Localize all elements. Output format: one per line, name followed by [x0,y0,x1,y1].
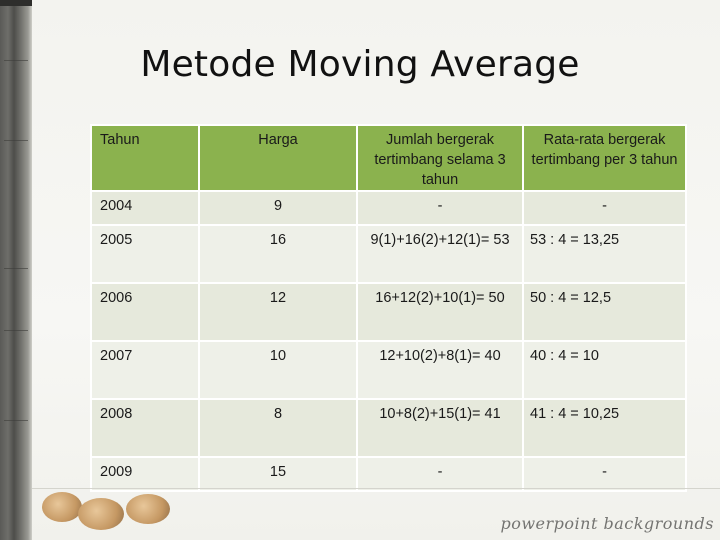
table-header-row: Tahun Harga Jumlah bergerak tertimbang s… [90,124,687,192]
bottom-decoration: powerpoint backgrounds [32,488,720,540]
strip-line [4,420,28,421]
cell-jumlah: 10+8(2)+15(1)= 41 [356,398,524,458]
cell-jumlah: - [356,456,524,492]
header-jumlah-bergerak: Jumlah bergerak tertimbang selama 3 tahu… [356,124,524,192]
cell-jumlah: - [356,190,524,226]
table-row: 2006 12 16+12(2)+10(1)= 50 50 : 4 = 12,5 [90,282,687,342]
table-row: 2008 8 10+8(2)+15(1)= 41 41 : 4 = 10,25 [90,398,687,458]
watermark-text: powerpoint backgrounds [500,514,714,533]
shoe-shape [126,494,170,524]
cell-tahun: 2008 [90,398,200,458]
strip-top-band [0,0,32,6]
cell-jumlah: 12+10(2)+8(1)= 40 [356,340,524,400]
header-harga: Harga [198,124,358,192]
cell-harga: 9 [198,190,358,226]
cell-harga: 10 [198,340,358,400]
slide-title: Metode Moving Average [140,44,580,85]
cell-rata: 50 : 4 = 12,5 [522,282,687,342]
table-row: 2004 9 - - [90,190,687,226]
cell-tahun: 2007 [90,340,200,400]
cell-harga: 16 [198,224,358,284]
strip-line [4,60,28,61]
cell-rata: 41 : 4 = 10,25 [522,398,687,458]
cell-jumlah: 9(1)+16(2)+12(1)= 53 [356,224,524,284]
strip-line [4,268,28,269]
cell-tahun: 2005 [90,224,200,284]
strip-line [4,140,28,141]
moving-average-table-container: Tahun Harga Jumlah bergerak tertimbang s… [90,124,687,492]
baby-shoes-image [38,488,178,532]
header-tahun: Tahun [90,124,200,192]
cell-rata: 40 : 4 = 10 [522,340,687,400]
moving-average-table: Tahun Harga Jumlah bergerak tertimbang s… [90,124,687,492]
left-decorative-strip [0,0,32,540]
cell-tahun: 2004 [90,190,200,226]
cell-rata: - [522,456,687,492]
table-row: 2007 10 12+10(2)+8(1)= 40 40 : 4 = 10 [90,340,687,400]
cell-harga: 12 [198,282,358,342]
cell-rata: - [522,190,687,226]
header-rata-rata-bergerak: Rata-rata bergerak tertimbang per 3 tahu… [522,124,687,192]
cell-jumlah: 16+12(2)+10(1)= 50 [356,282,524,342]
table-row: 2005 16 9(1)+16(2)+12(1)= 53 53 : 4 = 13… [90,224,687,284]
strip-line [4,330,28,331]
cell-rata: 53 : 4 = 13,25 [522,224,687,284]
bottom-divider [32,488,720,489]
table-row: 2009 15 - - [90,456,687,492]
cell-tahun: 2006 [90,282,200,342]
shoe-shape [42,492,82,522]
shoe-shape [78,498,124,530]
cell-harga: 8 [198,398,358,458]
cell-harga: 15 [198,456,358,492]
cell-tahun: 2009 [90,456,200,492]
